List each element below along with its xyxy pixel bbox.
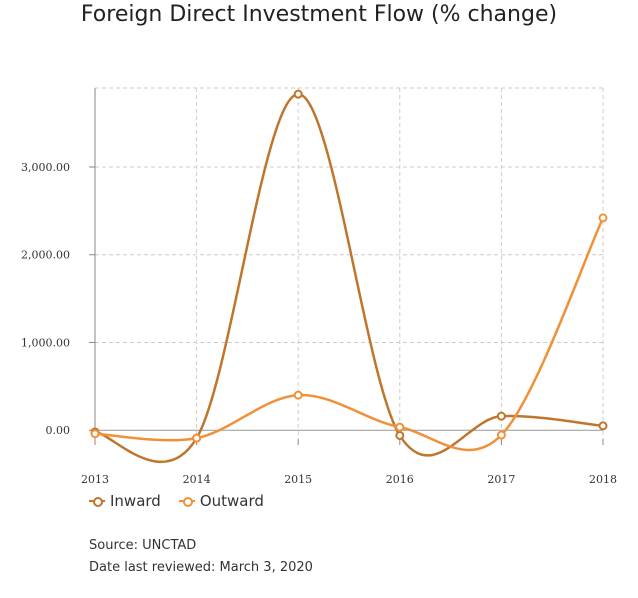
y-tick-label: 0.00 [46,424,71,437]
data-point-inward [293,89,303,99]
y-tick-label: 3,000.00 [21,161,70,174]
tick-labels: 0.00 1,000.00 2,000.00 3,000.00 2013 2014 2015… [21,161,617,486]
legend-swatch-outward [178,496,195,507]
data-point-outward [90,429,100,439]
legend-label-inward: Inward [110,492,161,510]
x-tick-label: 2014 [183,473,211,486]
data-point-outward [598,213,608,223]
data-point-outward [395,422,405,432]
legend: Inward Outward [89,492,264,510]
legend-item-inward[interactable]: Inward [89,492,161,510]
x-tick-label: 2016 [386,473,414,486]
date-reviewed-note: Date last reviewed: March 3, 2020 [89,560,313,575]
data-point-outward [293,390,303,400]
data-points [90,89,608,443]
x-tick-label: 2017 [487,473,515,486]
data-point-outward [496,430,506,440]
x-tick-label: 2015 [284,473,312,486]
y-tick-label: 1,000.00 [21,336,70,349]
data-point-inward [496,411,506,421]
data-point-inward [598,421,608,431]
x-tick-label: 2018 [589,473,617,486]
legend-swatch-inward [89,496,105,507]
legend-label-outward: Outward [199,492,264,510]
axes [89,88,604,445]
y-tick-label: 2,000.00 [21,249,70,262]
legend-item-outward[interactable]: Outward [178,492,264,510]
data-point-inward [395,430,405,440]
data-point-outward [192,433,202,443]
chart-title: Foreign Direct Investment Flow (% change… [80,2,558,27]
series-line-outward [94,217,605,452]
x-tick-label: 2013 [81,473,109,486]
series-lines [94,92,605,464]
source-note: Source: UNCTAD [89,538,197,553]
grid [95,87,604,439]
